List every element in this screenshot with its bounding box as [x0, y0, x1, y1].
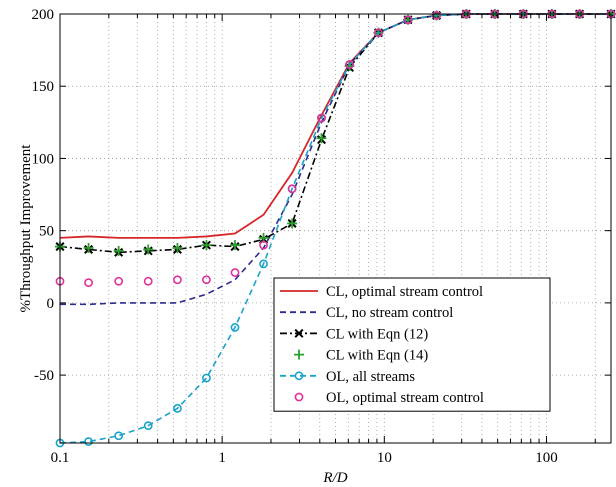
series-1: [59, 13, 611, 239]
x-tick-label: 100: [535, 450, 558, 466]
x-tick-label: 10: [377, 450, 392, 466]
axis-ticks: 0.1 1 10 100 -50 0 50 100 150 200: [32, 7, 611, 466]
data-point: [230, 323, 240, 332]
y-tick-label: 0: [47, 296, 55, 312]
x-tick-label: 0.1: [51, 450, 70, 466]
legend-swatch-marker: [294, 392, 304, 402]
data-point: [316, 133, 327, 144]
data-point: [172, 243, 183, 253]
legend-item: CL with Eqn (14): [294, 348, 428, 364]
legend: CL, optimal stream control CL, no stream …: [273, 277, 551, 412]
legend-item: CL, optimal stream control: [280, 284, 483, 300]
data-point: [173, 403, 182, 413]
series-line: [59, 13, 611, 444]
legend-label: OL, optimal stream control: [326, 390, 484, 406]
data-point: [374, 28, 383, 38]
data-point: [202, 373, 211, 383]
y-tick-label: -50: [34, 368, 54, 384]
data-point: [84, 437, 93, 446]
legend-swatch-marker: [294, 371, 304, 381]
x-axis-label: R/D: [322, 470, 347, 486]
legend-item: OL, all streams: [280, 369, 415, 385]
data-point: [202, 275, 211, 285]
y-tick-label: 150: [32, 79, 55, 95]
legend-box: [273, 277, 551, 412]
series-layer: [55, 9, 616, 448]
legend-label: CL, no stream control: [326, 305, 453, 321]
data-point: [259, 240, 268, 250]
data-point: [345, 60, 354, 69]
data-point: [230, 268, 240, 277]
data-point: [113, 245, 124, 256]
series-6: [55, 9, 616, 288]
y-axis-label: %Throughput Improvement: [18, 144, 34, 313]
legend-item: CL with Eqn (12): [280, 326, 428, 342]
data-point: [259, 259, 268, 269]
data-point: [84, 278, 93, 288]
data-point: [403, 15, 413, 25]
legend-label: CL with Eqn (14): [326, 348, 428, 364]
series-line: [60, 13, 611, 306]
data-point: [114, 276, 124, 286]
legend-label: CL, optimal stream control: [326, 284, 483, 300]
data-point: [143, 244, 154, 255]
legend-swatch-marker: [294, 349, 304, 360]
data-point: [114, 431, 124, 441]
data-point: [201, 240, 212, 251]
data-point: [143, 276, 153, 286]
data-point: [173, 275, 182, 285]
legend-item: CL, no stream control: [280, 305, 453, 321]
legend-swatch-marker: [294, 328, 304, 338]
series-line: [59, 13, 611, 239]
series-3: [55, 9, 616, 257]
data-point: [83, 243, 94, 253]
x-tick-label: 1: [218, 450, 226, 466]
legend-label: OL, all streams: [326, 369, 415, 385]
series-line: [59, 13, 611, 254]
y-tick-label: 200: [32, 7, 55, 23]
legend-label: CL with Eqn (12): [326, 326, 428, 342]
legend-item: OL, optimal stream control: [294, 390, 484, 406]
y-tick-label: 50: [39, 224, 54, 240]
data-point: [287, 218, 298, 229]
data-point: [229, 240, 240, 251]
data-point: [287, 184, 297, 194]
y-tick-label: 100: [32, 151, 55, 167]
series-2: [60, 13, 611, 306]
data-point: [317, 113, 326, 123]
data-point: [143, 421, 153, 431]
